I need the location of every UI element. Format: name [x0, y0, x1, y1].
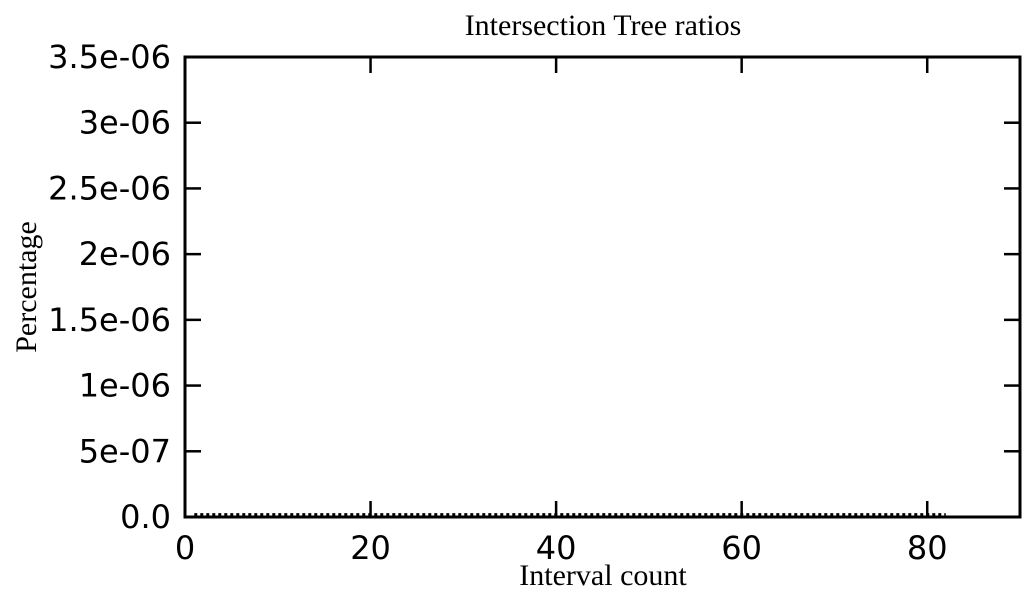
y-tick-label: 1e-06	[79, 367, 171, 405]
x-tick-label: 40	[536, 529, 577, 567]
plot-frame	[183, 55, 1022, 519]
y-tick-label: 3e-06	[79, 104, 171, 142]
y-tick-label: 1.5e-06	[48, 301, 171, 339]
plot-area	[183, 55, 1022, 519]
y-axis-label: Percentage	[10, 221, 43, 353]
x-tick-label: 20	[350, 529, 391, 567]
x-axis-label: Interval count	[519, 559, 687, 592]
y-tick-label: 2e-06	[79, 235, 171, 273]
chart-title: Intersection Tree ratios	[465, 9, 742, 42]
y-tick-label: 0.0	[120, 498, 171, 536]
x-axis-ticks: 0 20 40 60 80	[175, 57, 948, 567]
x-tick-label: 60	[721, 529, 762, 567]
x-tick-label: 80	[907, 529, 948, 567]
y-tick-label: 5e-07	[79, 432, 171, 470]
y-axis-ticks: 0.0 5e-07 1e-06 1.5e-06 2e-06 2.5e-06 3e-06 3.5…	[48, 38, 1020, 536]
y-tick-label: 3.5e-06	[48, 38, 171, 76]
x-tick-label: 0	[175, 529, 195, 567]
y-tick-label: 2.5e-06	[48, 169, 171, 207]
